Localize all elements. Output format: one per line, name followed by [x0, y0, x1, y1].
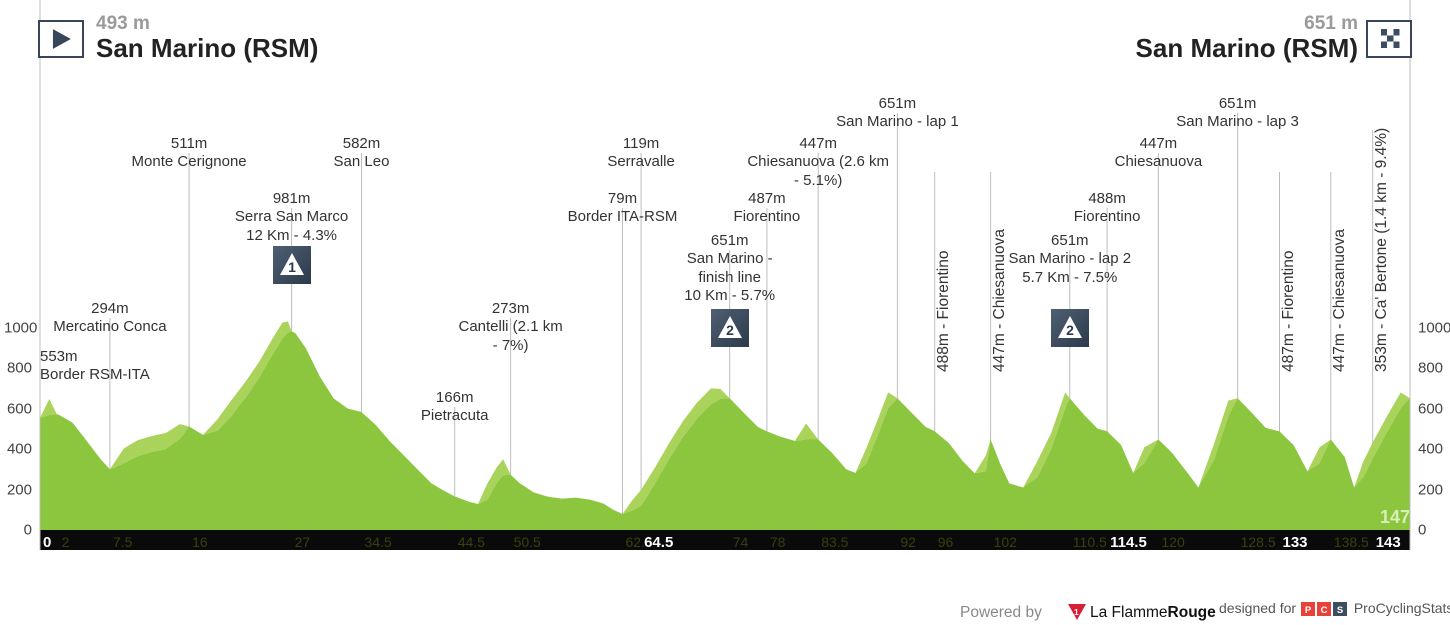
- svg-text:1: 1: [1074, 607, 1079, 617]
- svg-text:1: 1: [288, 259, 296, 275]
- svg-text:Powered by: Powered by: [960, 604, 1042, 621]
- svg-text:2: 2: [1066, 322, 1074, 338]
- svg-text:La FlammeRouge: La FlammeRouge: [1090, 604, 1216, 621]
- svg-text:P: P: [1305, 605, 1312, 616]
- svg-text:C: C: [1321, 605, 1328, 616]
- svg-text:2: 2: [726, 322, 734, 338]
- svg-text:S: S: [1337, 605, 1343, 616]
